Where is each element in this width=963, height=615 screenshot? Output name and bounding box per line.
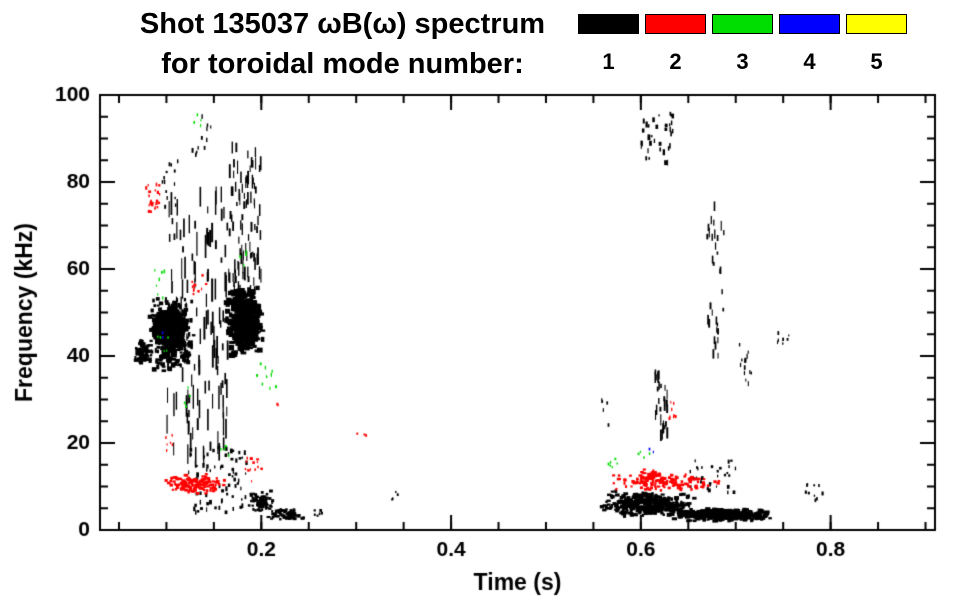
legend-label-row: 1 2 3 4 5 (578, 49, 928, 75)
legend: 1 2 3 4 5 (578, 14, 928, 75)
legend-swatch-mode-5 (846, 14, 907, 34)
chart-title-line2: for toroidal mode number: (161, 48, 524, 80)
legend-swatch-mode-1 (578, 14, 639, 34)
legend-swatch-mode-2 (645, 14, 706, 34)
legend-label-mode-5: 5 (870, 49, 883, 74)
legend-label-mode-3: 3 (736, 49, 749, 74)
chart-title: Shot 135037 ωB(ω) spectrum for toroidal … (100, 4, 585, 84)
legend-swatch-mode-4 (779, 14, 840, 34)
chart-title-line1: Shot 135037 ωB(ω) spectrum (139, 8, 546, 40)
legend-label-mode-2: 2 (669, 49, 682, 74)
legend-swatch-row (578, 14, 928, 34)
legend-label-mode-4: 4 (803, 49, 816, 74)
legend-label-mode-1: 1 (602, 49, 615, 74)
legend-swatch-mode-3 (712, 14, 773, 34)
